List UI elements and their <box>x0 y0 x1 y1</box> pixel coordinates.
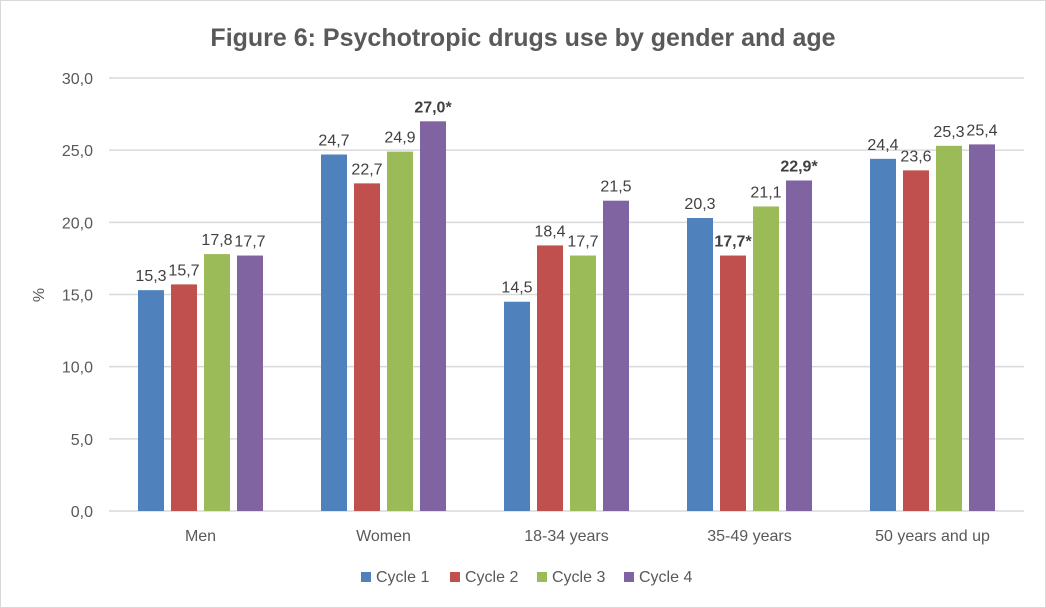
legend-label: Cycle 1 <box>376 569 429 586</box>
bar <box>687 218 713 511</box>
data-label: 17,7 <box>567 234 598 251</box>
legend-swatch <box>450 572 460 582</box>
legend-swatch <box>361 572 371 582</box>
data-label: 17,7 <box>234 234 265 251</box>
data-label: 24,7 <box>318 132 349 149</box>
bar <box>387 151 413 512</box>
x-tick-label: 18-34 years <box>524 528 609 545</box>
data-label: 17,8 <box>201 232 232 249</box>
bar <box>237 255 263 511</box>
data-label: 15,7 <box>168 262 199 279</box>
bar <box>753 206 779 511</box>
bar <box>720 255 746 511</box>
y-tick-label: 0,0 <box>71 504 93 521</box>
x-tick-label: 35-49 years <box>707 528 792 545</box>
bar <box>321 154 347 511</box>
data-label: 23,6 <box>900 148 931 165</box>
x-tick-label: 50 years and up <box>875 528 990 545</box>
bar <box>936 145 962 511</box>
data-label: 18,4 <box>534 223 565 240</box>
y-tick-label: 10,0 <box>62 360 93 377</box>
data-label: 24,9 <box>384 130 415 147</box>
data-label: 22,7 <box>351 161 382 178</box>
y-tick-label: 20,0 <box>62 215 93 232</box>
bar <box>870 158 896 511</box>
bar <box>204 254 230 511</box>
data-label: 20,3 <box>684 196 715 213</box>
legend-swatch <box>624 572 634 582</box>
y-tick-label: 5,0 <box>71 432 93 449</box>
data-label: 27,0* <box>414 99 452 116</box>
x-tick-label: Men <box>185 528 216 545</box>
bar <box>969 144 995 512</box>
data-label: 21,1 <box>750 184 781 201</box>
bar <box>903 170 929 511</box>
chart-title: Figure 6: Psychotropic drugs use by gend… <box>210 24 835 52</box>
data-label: 24,4 <box>867 137 898 154</box>
data-label: 17,7* <box>714 234 752 251</box>
bar <box>570 255 596 511</box>
bar <box>354 183 380 511</box>
data-label: 25,3 <box>933 124 964 141</box>
legend-label: Cycle 2 <box>465 569 518 586</box>
bar <box>138 290 164 511</box>
data-label: 25,4 <box>966 122 997 139</box>
legend-label: Cycle 4 <box>639 569 692 586</box>
y-tick-label: 30,0 <box>62 71 93 88</box>
bar <box>420 121 446 512</box>
legend-swatch <box>537 572 547 582</box>
data-label: 15,3 <box>135 268 166 285</box>
bar <box>504 301 530 511</box>
y-tick-label: 25,0 <box>62 143 93 160</box>
data-label: 14,5 <box>501 280 532 297</box>
data-label: 21,5 <box>600 179 631 196</box>
x-tick-label: Women <box>356 528 411 545</box>
data-label: 22,9* <box>780 158 818 175</box>
y-axis-label: % <box>31 288 48 302</box>
bar <box>171 284 197 511</box>
y-tick-label: 15,0 <box>62 288 93 305</box>
bar <box>537 245 563 511</box>
legend-label: Cycle 3 <box>552 569 605 586</box>
bar <box>786 180 812 511</box>
bar <box>603 200 629 511</box>
